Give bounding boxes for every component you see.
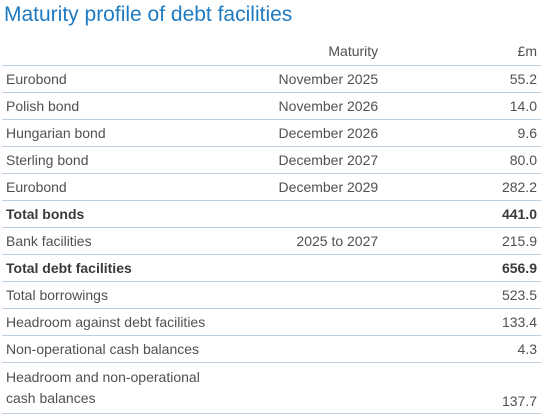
cell-text: 14.0 bbox=[509, 98, 537, 114]
cell-text: Bank facilities bbox=[6, 233, 92, 249]
cell-text: 55.2 bbox=[509, 71, 537, 87]
row-label: Headroom and non-operational cash balanc… bbox=[2, 362, 256, 414]
row-label: Polish bond bbox=[2, 92, 256, 120]
cell-text: 215.9 bbox=[501, 233, 537, 249]
row-label: Eurobond bbox=[2, 65, 256, 93]
row-label: Total borrowings bbox=[2, 281, 256, 309]
cell-text: Polish bond bbox=[6, 98, 80, 114]
amount-cell: 14.0 bbox=[494, 92, 541, 120]
cell-text: 523.5 bbox=[501, 287, 537, 303]
cell-text: Non-operational cash balances bbox=[6, 341, 200, 357]
column-header: £m bbox=[517, 43, 537, 59]
cell-text: 441.0 bbox=[501, 206, 537, 222]
maturity-cell bbox=[255, 362, 495, 414]
cell-text: December 2027 bbox=[278, 152, 379, 168]
column-header: Maturity bbox=[328, 43, 379, 59]
cell-text: 282.2 bbox=[501, 179, 537, 195]
table-row: Sterling bond December 2027 80.0 bbox=[2, 146, 541, 174]
header-row: Maturity £m bbox=[2, 40, 541, 66]
cell-text: 2025 to 2027 bbox=[296, 233, 379, 249]
amount-cell: 55.2 bbox=[494, 65, 541, 93]
amount-cell: 282.2 bbox=[494, 173, 541, 201]
maturity-cell: December 2027 bbox=[255, 146, 495, 174]
amount-cell: 215.9 bbox=[494, 227, 541, 255]
cell-text: Sterling bond bbox=[6, 152, 89, 168]
cell-text: Hungarian bond bbox=[6, 125, 106, 141]
table-row: Headroom and non-operational cash balanc… bbox=[2, 362, 541, 414]
total-row: Total bonds 441.0 bbox=[2, 200, 541, 228]
row-label: Headroom against debt facilities bbox=[2, 308, 256, 336]
cell-text: November 2025 bbox=[278, 71, 379, 87]
row-label: Total debt facilities bbox=[2, 254, 256, 282]
cell-text: Total bonds bbox=[6, 206, 85, 222]
maturity-cell: 2025 to 2027 bbox=[255, 227, 495, 255]
cell-text: December 2029 bbox=[278, 179, 379, 195]
amount-cell: 137.7 bbox=[494, 362, 541, 414]
cell-text: Headroom against debt facilities bbox=[6, 314, 206, 330]
amount-cell: 133.4 bbox=[494, 308, 541, 336]
cell-text: Total borrowings bbox=[6, 287, 108, 303]
table-row: Non-operational cash balances 4.3 bbox=[2, 335, 541, 363]
row-label: Eurobond bbox=[2, 173, 256, 201]
cell-text: 133.4 bbox=[501, 314, 537, 330]
table-row: Polish bond November 2026 14.0 bbox=[2, 92, 541, 120]
cell-text: November 2026 bbox=[278, 98, 379, 114]
amount-cell: 4.3 bbox=[494, 335, 541, 363]
table-row: Hungarian bond December 2026 9.6 bbox=[2, 119, 541, 147]
cell-text: 656.9 bbox=[501, 260, 537, 276]
table-row: Eurobond December 2029 282.2 bbox=[2, 173, 541, 201]
cell-text: 4.3 bbox=[517, 341, 537, 357]
maturity-cell: November 2025 bbox=[255, 65, 495, 93]
debt-table: Maturity £m Eurobond November 2025 55.2 Poli… bbox=[2, 40, 541, 414]
amount-cell: 9.6 bbox=[494, 119, 541, 147]
row-label: Total bonds bbox=[2, 200, 256, 228]
maturity-cell bbox=[255, 281, 495, 309]
cell-text: December 2026 bbox=[278, 125, 379, 141]
cell-text: 80.0 bbox=[509, 152, 537, 168]
cell-text: 9.6 bbox=[517, 125, 537, 141]
maturity-cell: December 2026 bbox=[255, 119, 495, 147]
maturity-cell bbox=[255, 254, 495, 282]
cell-text: Total debt facilities bbox=[6, 260, 132, 276]
cell-text: Eurobond bbox=[6, 71, 67, 87]
row-label: Sterling bond bbox=[2, 146, 256, 174]
row-label: Bank facilities bbox=[2, 227, 256, 255]
cell-text: 137.7 bbox=[501, 393, 537, 409]
maturity-cell bbox=[255, 335, 495, 363]
total-row: Total debt facilities 656.9 bbox=[2, 254, 541, 282]
amount-cell: 656.9 bbox=[494, 254, 541, 282]
row-label: Hungarian bond bbox=[2, 119, 256, 147]
table-row: Total borrowings 523.5 bbox=[2, 281, 541, 309]
table-row: Bank facilities 2025 to 2027 215.9 bbox=[2, 227, 541, 255]
amount-cell: 441.0 bbox=[494, 200, 541, 228]
table-row: Eurobond November 2025 55.2 bbox=[2, 65, 541, 93]
maturity-cell bbox=[255, 200, 495, 228]
table-body: Eurobond November 2025 55.2 Polish bond Nove… bbox=[2, 65, 541, 414]
maturity-cell bbox=[255, 308, 495, 336]
maturity-cell: December 2029 bbox=[255, 173, 495, 201]
maturity-cell: November 2026 bbox=[255, 92, 495, 120]
amount-cell: 80.0 bbox=[494, 146, 541, 174]
table-row: Headroom against debt facilities 133.4 bbox=[2, 308, 541, 336]
row-label: Non-operational cash balances bbox=[2, 335, 256, 363]
amount-cell: 523.5 bbox=[494, 281, 541, 309]
cell-text: Headroom and non-operational cash balanc… bbox=[6, 369, 200, 406]
cell-text: Eurobond bbox=[6, 179, 67, 195]
column-header bbox=[2, 40, 255, 66]
title: Maturity profile of debt facilities bbox=[4, 3, 293, 26]
